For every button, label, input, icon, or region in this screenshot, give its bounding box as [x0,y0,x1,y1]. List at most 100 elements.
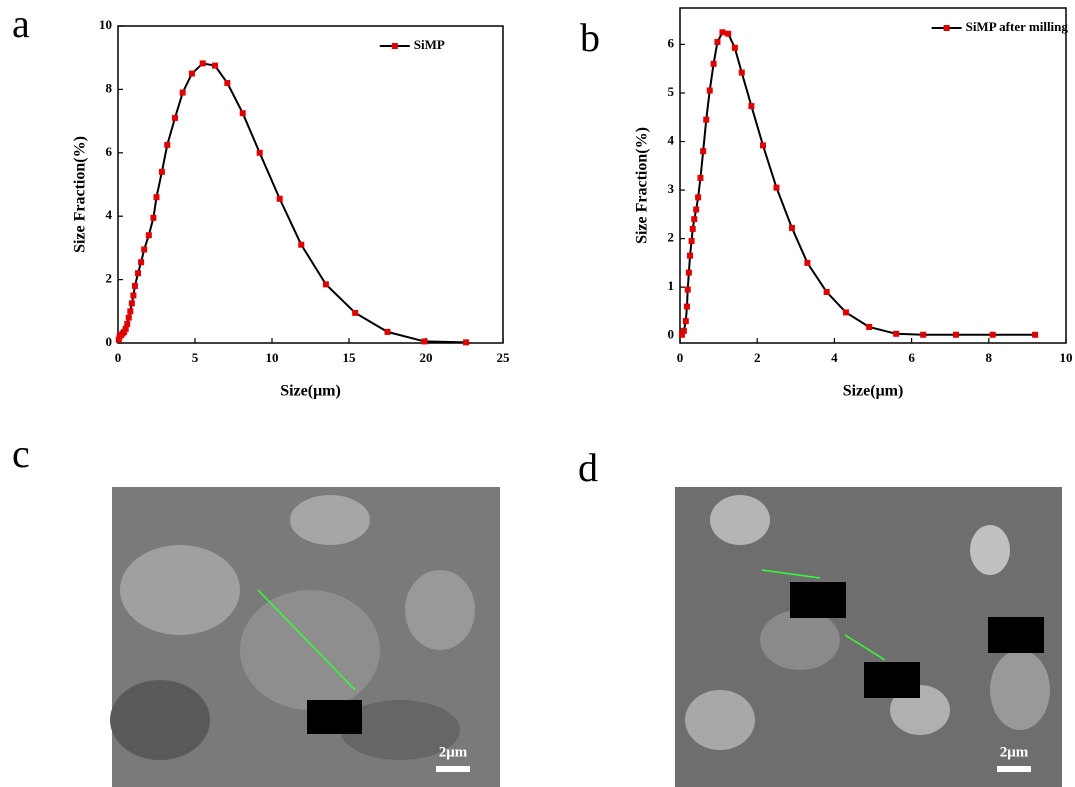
data-point [689,225,696,232]
data-point [952,331,959,338]
y-tick-label: 6 [668,35,675,50]
y-tick-label: 8 [106,80,113,95]
data-point [680,327,687,334]
data-point [719,29,726,36]
x-tick-label: 6 [908,350,915,365]
data-point [124,320,131,327]
data-point [145,232,152,239]
data-point [804,259,811,266]
legend-marker [391,43,398,49]
y-tick-label: 2 [106,271,113,286]
data-point [688,238,695,245]
data-point [748,103,755,110]
sem-image [675,487,1062,787]
data-point [463,339,470,346]
panel-label: a [12,1,30,46]
data-point [352,309,359,316]
scale-bar-label: 2μm [1000,744,1029,760]
y-axis-label: Size Fraction(%) [72,136,89,253]
data-point [989,331,996,338]
data-point [823,289,830,296]
y-tick-label: 0 [106,334,113,349]
data-point [788,224,795,231]
data-point [697,174,704,181]
y-axis-label: Size Fraction(%) [634,127,651,244]
scale-bar-label: 2μm [439,744,468,760]
data-point [759,142,766,149]
panel-label: d [578,445,598,490]
data-point [691,216,698,223]
data-point [920,331,927,338]
data-point [738,69,745,76]
x-tick-label: 0 [115,350,122,365]
x-tick-label: 15 [343,350,357,365]
data-point [695,194,702,201]
data-point [158,168,165,175]
x-axis-label: Size(μm) [843,383,904,400]
panel-label: c [12,431,30,476]
data-point [125,314,132,321]
x-tick-label: 20 [420,350,433,365]
data-point [893,330,900,337]
data-point [731,44,738,51]
legend-label: SiMP [414,37,445,52]
data-point [130,292,137,299]
data-point [122,325,129,332]
data-point [714,38,721,45]
data-point [685,269,692,276]
data-point [171,114,178,121]
data-point [684,286,691,293]
plot-frame [117,25,504,344]
data-point [212,62,219,69]
data-point [131,282,138,289]
x-tick-label: 25 [497,350,511,365]
data-point [121,328,128,335]
data-point [710,60,717,67]
x-axis-label: Size(μm) [280,383,341,400]
y-tick-label: 0 [668,327,675,342]
legend-marker [943,25,950,31]
data-point [150,214,157,221]
data-point [298,241,305,248]
data-point [199,60,206,67]
data-point [239,110,246,117]
data-point [703,116,710,123]
data-point [678,331,685,338]
x-tick-label: 4 [831,350,838,365]
data-point [725,30,732,37]
data-point [115,336,122,343]
data-point [179,89,186,96]
data-point [682,318,689,325]
sem-image [110,487,500,787]
data-point [700,148,707,155]
panel-label: b [580,15,600,60]
data-line [117,62,467,344]
data-point [683,303,690,310]
data-point [153,194,160,201]
data-point [141,246,148,253]
legend-label: SiMP after milling [966,19,1069,34]
data-point [128,300,135,307]
y-tick-label: 4 [106,207,113,222]
data-point [188,70,195,77]
data-point [135,270,142,277]
data-point [127,308,134,315]
data-point [384,328,391,335]
data-point [224,80,231,87]
data-point [164,141,171,148]
data-point [773,184,780,191]
data-point [421,338,428,345]
x-tick-label: 2 [754,350,761,365]
data-point [276,195,283,202]
data-point [687,252,694,259]
y-tick-label: 10 [99,17,112,32]
data-point [1032,331,1039,338]
data-point [866,323,873,330]
x-tick-label: 5 [192,350,199,365]
y-tick-label: 4 [668,132,675,147]
x-tick-label: 0 [677,350,684,365]
x-tick-label: 10 [266,350,279,365]
y-tick-label: 1 [668,278,675,293]
data-point [842,309,849,316]
